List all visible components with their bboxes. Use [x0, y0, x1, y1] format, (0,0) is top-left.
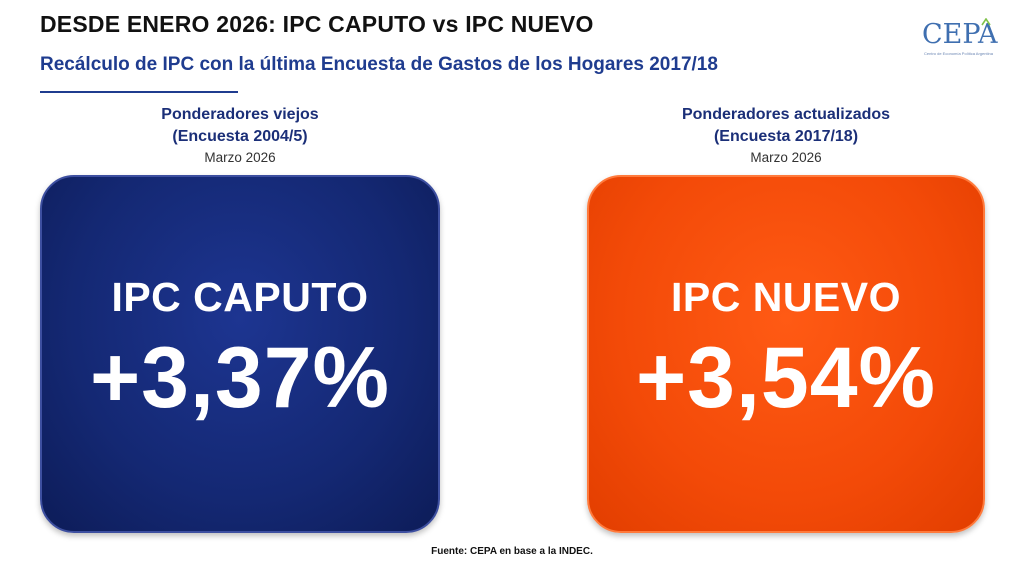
ipc-caputo-label: IPC CAPUTO: [111, 274, 369, 320]
right-column-heading: Ponderadores actualizados (Encuesta 2017…: [586, 104, 986, 168]
logo-accent-icon: [981, 18, 991, 26]
ipc-nuevo-label: IPC NUEVO: [670, 274, 902, 320]
ipc-caputo-card: IPC CAPUTO +3,37%: [40, 175, 440, 533]
ipc-nuevo-value: +3,54%: [635, 330, 937, 426]
page-subtitle: Recálculo de IPC con la última Encuesta …: [40, 54, 718, 75]
title-underline: [40, 91, 238, 93]
right-heading-line2: (Encuesta 2017/18): [713, 128, 859, 145]
left-heading-line1: Ponderadores viejos: [161, 106, 319, 123]
ipc-nuevo-card: IPC NUEVO +3,54%: [587, 175, 985, 533]
right-heading-line1: Ponderadores actualizados: [681, 106, 891, 123]
source-note: Fuente: CEPA en base a la INDEC.: [431, 546, 593, 557]
cepa-logo: CEPA Centro de Economía Política Argenti…: [922, 18, 998, 62]
ipc-caputo-value: +3,37%: [89, 330, 391, 426]
right-date: Marzo 2026: [750, 150, 822, 165]
page-title: DESDE ENERO 2026: IPC CAPUTO vs IPC NUEV…: [40, 11, 594, 37]
left-date: Marzo 2026: [204, 150, 276, 165]
logo-text: CEPA: [922, 19, 998, 50]
logo-tagline: Centro de Economía Política Argentina: [924, 51, 993, 56]
left-column-heading: Ponderadores viejos (Encuesta 2004/5) Ma…: [40, 104, 440, 168]
left-heading-line2: (Encuesta 2004/5): [172, 128, 308, 145]
